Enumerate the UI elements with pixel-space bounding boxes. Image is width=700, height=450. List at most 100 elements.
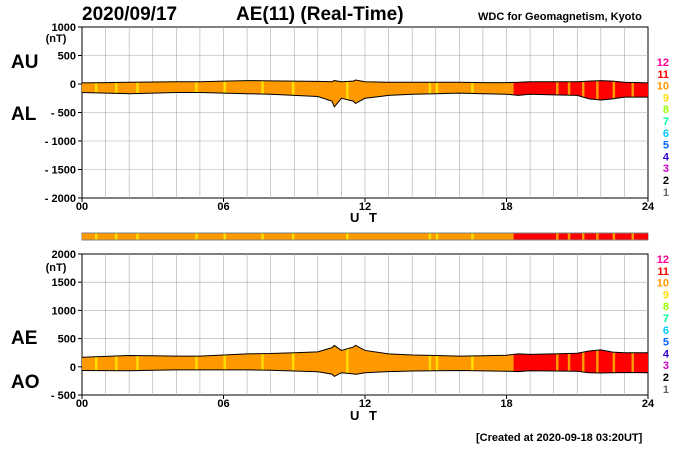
ae-label: AE (11, 328, 38, 349)
au-series-line (81, 79, 649, 84)
legend-level-2: 2 (663, 372, 669, 384)
activity-highlight (581, 80, 585, 107)
activity-strip-highlight (435, 233, 439, 240)
legend-level-5: 5 (663, 140, 669, 152)
activity-strip-highlight (428, 233, 432, 240)
ae-series-line (81, 344, 648, 358)
legend-level-8: 8 (663, 104, 669, 116)
activity-strip-segment (513, 233, 648, 240)
x-axis-label: U T (350, 408, 380, 423)
activity-highlight (261, 345, 264, 377)
activity-highlight (581, 345, 585, 377)
activity-strip-highlight (291, 233, 295, 240)
activity-strip-highlight (556, 233, 559, 240)
activity-highlight (435, 345, 439, 377)
y-tick-label: 500 (58, 334, 76, 346)
legend-level-6: 6 (663, 325, 669, 337)
legend-level-4: 4 (663, 151, 670, 163)
y-tick-label: - 2000 (45, 193, 76, 205)
activity-highlight (556, 80, 559, 107)
activity-strip-highlight (471, 233, 474, 240)
x-tick-label: 18 (500, 398, 512, 410)
x-tick-label: 18 (500, 201, 512, 213)
activity-highlight (596, 345, 599, 377)
y-unit-label: (nT) (46, 262, 67, 274)
activity-strip-highlight (136, 233, 139, 240)
legend-level-3: 3 (663, 163, 669, 175)
y-tick-label: 0 (70, 362, 76, 374)
activity-highlight (94, 345, 98, 377)
y-tick-label: - 500 (51, 108, 76, 120)
legend-level-7: 7 (663, 116, 669, 128)
legend-level-9: 9 (663, 92, 669, 104)
legend-level-11: 11 (657, 69, 669, 81)
y-tick-label: 2000 (52, 249, 76, 261)
legend-level-12: 12 (657, 254, 669, 266)
organization-label: WDC for Geomagnetism, Kyoto (478, 11, 642, 23)
activity-highlight (115, 345, 118, 377)
y-tick-label: - 500 (51, 390, 76, 402)
y-tick-label: 0 (70, 79, 76, 91)
x-tick-label: 24 (642, 398, 655, 410)
y-tick-label: 1000 (52, 305, 76, 317)
y-unit-label: (nT) (46, 33, 67, 45)
activity-strip-highlight (195, 233, 198, 240)
au-label: AU (11, 52, 39, 73)
activity-highlight (346, 80, 349, 107)
ao-label: AO (11, 372, 40, 393)
activity-strip-highlight (612, 233, 616, 240)
y-tick-label: - 1000 (45, 136, 76, 148)
activity-strip-highlight (115, 233, 118, 240)
legend-level-9: 9 (663, 289, 669, 301)
activity-highlight (136, 345, 139, 377)
activity-highlight (567, 80, 571, 107)
activity-highlight (612, 345, 616, 377)
legend-level-6: 6 (663, 128, 669, 140)
legend-level-10: 10 (657, 278, 669, 290)
legend-level-8: 8 (663, 301, 669, 313)
legend-level-12: 12 (657, 57, 669, 69)
activity-highlight (631, 345, 634, 377)
activity-highlight (346, 345, 349, 377)
activity-highlight (567, 345, 571, 377)
activity-highlight (291, 345, 295, 377)
x-tick-label: 12 (359, 201, 371, 213)
y-tick-label: 500 (58, 51, 76, 63)
y-tick-label: 1500 (52, 277, 76, 289)
activity-strip-highlight (223, 233, 226, 240)
x-axis-label: U T (350, 210, 380, 225)
legend-level-1: 1 (663, 187, 669, 199)
activity-strip-highlight (581, 233, 585, 240)
legend-level-2: 2 (663, 175, 669, 187)
activity-highlight (195, 345, 198, 377)
x-tick-label: 00 (76, 398, 88, 410)
legend-level-7: 7 (663, 313, 669, 325)
activity-strip-highlight (631, 233, 634, 240)
legend-level-3: 3 (663, 360, 669, 372)
activity-strip-segment (82, 233, 514, 240)
activity-strip-highlight (567, 233, 571, 240)
x-tick-label: 00 (76, 201, 88, 213)
x-tick-label: 06 (217, 201, 229, 213)
al-series-line (81, 92, 648, 108)
al-label: AL (11, 104, 37, 125)
created-timestamp: [Created at 2020-09-18 03:20UT] (476, 432, 643, 444)
activity-strip-highlight (346, 233, 349, 240)
activity-highlight (471, 345, 474, 377)
legend-level-4: 4 (663, 348, 670, 360)
legend-level-5: 5 (663, 337, 669, 349)
activity-highlight (612, 80, 616, 107)
activity-highlight (556, 345, 559, 377)
x-tick-label: 24 (642, 201, 655, 213)
chart-title: AE(11) (Real-Time) (236, 4, 404, 25)
legend-level-10: 10 (657, 81, 669, 93)
activity-highlight (428, 345, 432, 377)
activity-highlight (596, 80, 599, 107)
activity-highlight (291, 80, 295, 107)
y-tick-label: 1000 (52, 22, 76, 34)
y-tick-label: - 1500 (45, 165, 76, 177)
activity-strip-highlight (94, 233, 98, 240)
x-tick-label: 12 (359, 398, 371, 410)
activity-highlight (261, 80, 264, 107)
